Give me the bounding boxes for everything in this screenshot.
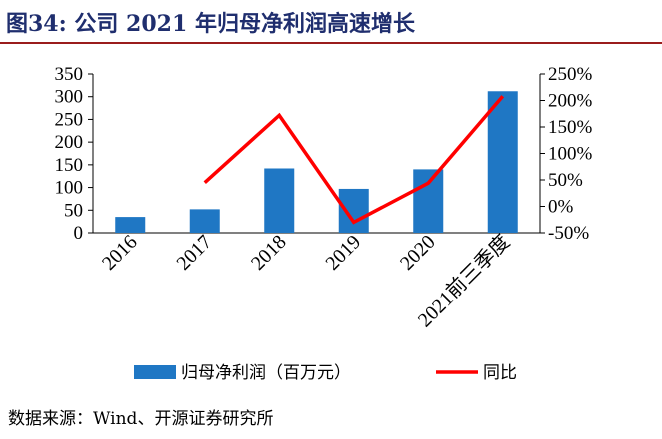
- left-tick-label: 250: [55, 109, 84, 130]
- category-label: 2018: [247, 231, 291, 275]
- right-tick-label: 200%: [548, 91, 593, 112]
- legend-bar-swatch: [134, 365, 176, 379]
- right-tick-label: 50%: [548, 170, 583, 191]
- bar: [115, 217, 146, 233]
- source-note: 数据来源：Wind、开源证券研究所: [8, 409, 274, 429]
- bar: [413, 169, 444, 233]
- category-label: 2020: [396, 231, 440, 275]
- right-tick-label: 100%: [548, 144, 593, 165]
- left-tick-label: 300: [55, 87, 84, 108]
- left-tick-label: 50: [64, 200, 83, 221]
- right-tick-label: 0%: [548, 197, 574, 218]
- bar-series: [115, 91, 518, 234]
- legend: 归母净利润（百万元） 同比: [134, 363, 517, 383]
- bar: [338, 188, 369, 233]
- right-tick-label: -50%: [548, 223, 589, 244]
- left-tick-label: 0: [74, 223, 84, 244]
- left-tick-label: 200: [55, 132, 84, 153]
- bar: [189, 209, 220, 233]
- title-rule: [0, 42, 662, 44]
- left-tick-label: 350: [55, 64, 84, 85]
- axes: [92, 74, 541, 234]
- left-tick-label: 100: [55, 178, 84, 199]
- figure-title: 图34: 公司 2021 年归母净利润高速增长: [6, 11, 415, 37]
- right-axis-ticks: -50% 0% 50% 100% 150% 200% 250%: [540, 64, 593, 244]
- line-series: [203, 95, 505, 225]
- right-tick-label: 250%: [548, 64, 593, 85]
- left-tick-label: 150: [55, 155, 84, 176]
- category-label: 2017: [172, 231, 216, 275]
- category-label: 2019: [321, 231, 365, 275]
- bar: [487, 91, 518, 234]
- title-bar: 图34: 公司 2021 年归母净利润高速增长: [0, 0, 662, 44]
- legend-line-label: 同比: [483, 363, 517, 383]
- bar: [264, 168, 295, 233]
- right-tick-label: 150%: [548, 117, 593, 138]
- legend-bar-label: 归母净利润（百万元）: [181, 363, 351, 383]
- category-label: 2016: [98, 231, 142, 275]
